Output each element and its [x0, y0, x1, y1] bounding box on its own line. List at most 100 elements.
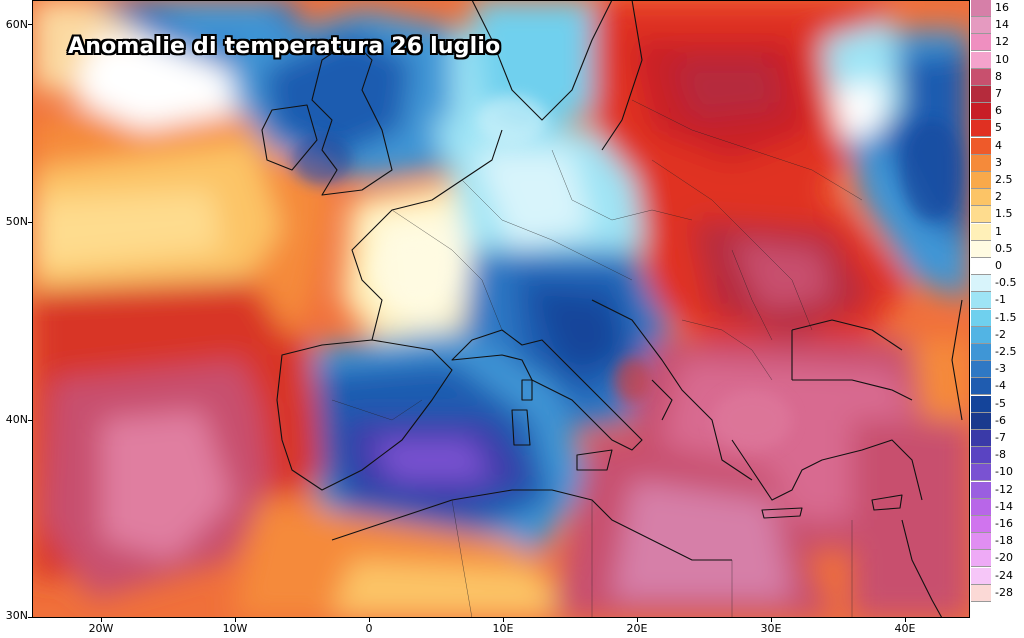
legend-swatch [971, 584, 991, 602]
y-tick [28, 24, 32, 25]
x-tick [771, 618, 772, 622]
legend-item: 8 [971, 68, 1024, 86]
legend-item: 10 [971, 51, 1024, 69]
legend-item: -1 [971, 292, 1024, 310]
legend-swatch [971, 120, 991, 138]
legend-label: -14 [995, 499, 1013, 513]
legend-swatch [971, 154, 991, 172]
legend-label: -7 [995, 431, 1006, 444]
x-tick [905, 618, 906, 622]
y-label-60n: 60N [5, 18, 28, 31]
legend-swatch [971, 68, 991, 86]
legend-swatch [971, 206, 991, 224]
legend-swatch [971, 292, 991, 310]
legend-item: 6 [971, 103, 1024, 121]
legend-item: -18 [971, 533, 1024, 551]
x-tick [235, 618, 236, 622]
legend-item: -28 [971, 584, 1024, 602]
legend-item: 12 [971, 34, 1024, 52]
legend-label: 12 [995, 35, 1009, 49]
legend-swatch [971, 34, 991, 52]
legend-item: -24 [971, 567, 1024, 585]
map-title: Anomalie di temperatura 26 luglio [68, 34, 501, 59]
legend-item: 0 [971, 258, 1024, 275]
legend-item: -8 [971, 447, 1024, 465]
x-label-20w: 20W [88, 622, 114, 635]
legend-swatch [971, 172, 991, 189]
legend-label: -0.5 [995, 276, 1017, 290]
legend-swatch [971, 0, 991, 17]
legend-item: 3 [971, 154, 1024, 172]
legend-item: 14 [971, 17, 1024, 35]
legend-label: -1.5 [995, 310, 1017, 324]
legend-item: -0.5 [971, 275, 1024, 293]
legend-item: 1 [971, 223, 1024, 241]
legend-label: -2 [995, 327, 1006, 341]
legend-label: -6 [995, 413, 1006, 427]
legend-swatch [971, 51, 991, 69]
legend-swatch [971, 258, 991, 275]
legend-label: 3 [995, 155, 1002, 169]
legend-label: -8 [995, 448, 1006, 462]
x-label-0: 0 [365, 622, 373, 635]
legend-item: -12 [971, 481, 1024, 499]
legend-label: -24 [995, 568, 1013, 582]
legend-swatch [971, 550, 991, 568]
color-legend: 16 14 12 10 8 7 6 5 4 3 2.5 2 1.5 1 0.5 0 -0.5 -1 -1.5 -2 -2… [971, 0, 1024, 618]
y-label-30n: 30N [5, 609, 28, 622]
legend-label: -20 [995, 551, 1013, 565]
x-tick [503, 618, 504, 622]
legend-swatch [971, 533, 991, 551]
legend-item: 16 [971, 0, 1024, 17]
legend-swatch [971, 430, 991, 447]
legend-label: -10 [995, 465, 1013, 479]
legend-label: -16 [995, 517, 1013, 530]
legend-swatch [971, 464, 991, 482]
legend-swatch [971, 498, 991, 516]
legend-item: -14 [971, 498, 1024, 516]
legend-label: -4 [995, 379, 1006, 393]
legend-item: 1.5 [971, 206, 1024, 224]
x-label-40e: 40E [894, 622, 916, 635]
legend-item: 5 [971, 120, 1024, 138]
legend-item: -2.5 [971, 344, 1024, 361]
legend-label: 1 [995, 224, 1002, 238]
y-tick [28, 617, 32, 618]
y-label-40n: 40N [5, 413, 28, 426]
legend-item: -5 [971, 395, 1024, 413]
legend-swatch [971, 103, 991, 121]
x-tick [369, 618, 370, 622]
y-tick [28, 222, 32, 223]
legend-swatch [971, 86, 991, 103]
legend-label: -12 [995, 482, 1013, 496]
x-label-20e: 20E [626, 622, 648, 635]
legend-label: 10 [995, 52, 1009, 66]
legend-label: 0 [995, 259, 1002, 272]
legend-item: -16 [971, 516, 1024, 533]
legend-swatch [971, 567, 991, 585]
y-tick [28, 420, 32, 421]
x-label-30e: 30E [760, 622, 782, 635]
legend-swatch [971, 412, 991, 430]
legend-swatch [971, 361, 991, 379]
legend-swatch [971, 240, 991, 258]
legend-item: -3 [971, 361, 1024, 379]
legend-swatch [971, 344, 991, 361]
legend-swatch [971, 378, 991, 396]
y-label-50n: 50N [5, 215, 28, 228]
legend-swatch [971, 309, 991, 327]
legend-swatch [971, 447, 991, 465]
legend-item: 2.5 [971, 172, 1024, 189]
legend-swatch [971, 223, 991, 241]
legend-label: 16 [995, 1, 1009, 14]
legend-swatch [971, 137, 991, 155]
legend-item: -10 [971, 464, 1024, 482]
legend-item: 2 [971, 189, 1024, 207]
legend-label: -5 [995, 396, 1006, 410]
legend-swatch [971, 481, 991, 499]
legend-label: 1.5 [995, 207, 1013, 221]
legend-label: 2 [995, 190, 1002, 204]
legend-label: 7 [995, 87, 1002, 100]
anomaly-map [32, 0, 970, 618]
legend-item: -7 [971, 430, 1024, 447]
